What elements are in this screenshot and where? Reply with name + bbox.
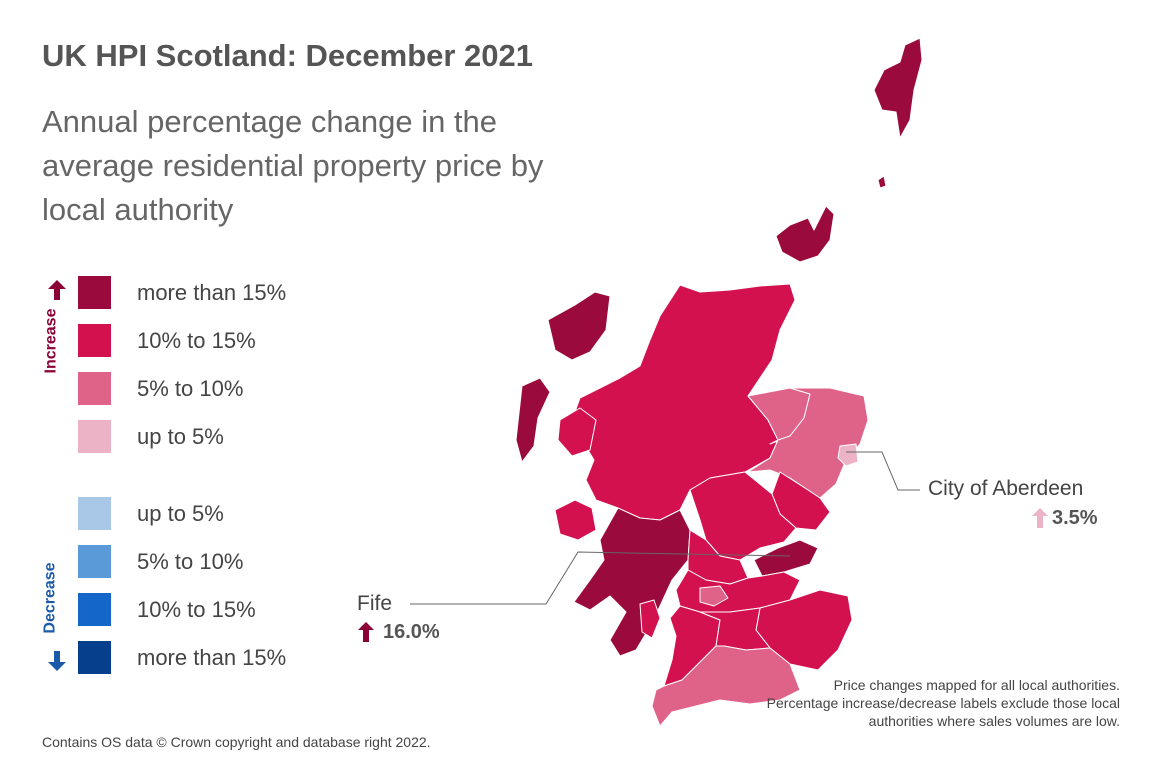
- legend-swatch-inc-10-15: [78, 324, 111, 357]
- legend-swatch-dec-more-15: [78, 641, 111, 674]
- legend-label-inc-10-15: 10% to 15%: [137, 328, 256, 353]
- map-subtitle: Annual percentage change in the average …: [42, 104, 544, 227]
- aberdeen-callout-value: 3.5%: [1052, 507, 1098, 529]
- legend-label-dec-up-5: up to 5%: [137, 501, 224, 526]
- region-mull: [554, 499, 597, 541]
- region-dumfries-galloway: [651, 645, 801, 727]
- region-shetland-islet: [877, 175, 887, 189]
- legend-label-inc-5-10: 5% to 10%: [137, 376, 244, 401]
- legend-label-dec-5-10: 5% to 10%: [137, 549, 244, 574]
- region-shetland: [873, 37, 923, 139]
- legend-swatch-dec-5-10: [78, 545, 111, 578]
- fife-callout-line: [410, 551, 791, 605]
- increase-arrow-icon: [48, 280, 66, 305]
- footnote: Price changes mapped for all local autho…: [766, 677, 1120, 729]
- region-orkney: [775, 205, 835, 263]
- fife-callout-value: 16.0%: [383, 621, 440, 643]
- region-highland: [571, 283, 796, 521]
- map-title: UK HPI Scotland: December 2021: [42, 38, 534, 73]
- legend-label-inc-more-15: more than 15%: [137, 280, 287, 305]
- region-aberdeen-city: [837, 443, 859, 467]
- region-western-isles-south: [515, 377, 551, 463]
- legend-swatch-inc-more-15: [78, 276, 111, 309]
- decrease-arrow-icon: [48, 651, 66, 676]
- fife-up-arrow-icon: [358, 622, 374, 647]
- legend-label-inc-up-5: up to 5%: [137, 424, 224, 449]
- fife-callout-name: Fife: [357, 592, 393, 615]
- legend-label-dec-more-15: more than 15%: [137, 645, 287, 670]
- region-skye: [557, 407, 597, 457]
- legend-swatch-dec-10-15: [78, 593, 111, 626]
- legend-swatch-inc-up-5: [78, 420, 111, 453]
- source-credit: Contains OS data © Crown copyright and d…: [42, 734, 431, 750]
- aberdeen-callout-line: [846, 451, 920, 491]
- region-arran: [639, 599, 661, 639]
- aberdeen-callout-name: City of Aberdeen: [928, 477, 1084, 500]
- region-western-isles: [547, 291, 611, 361]
- legend-label-dec-10-15: 10% to 15%: [137, 597, 256, 622]
- legend-swatch-dec-up-5: [78, 497, 111, 530]
- aberdeen-up-arrow-icon: [1032, 508, 1048, 533]
- region-glasgow: [699, 585, 729, 607]
- legend-swatch-inc-5-10: [78, 372, 111, 405]
- region-argyll-bute: [573, 507, 691, 657]
